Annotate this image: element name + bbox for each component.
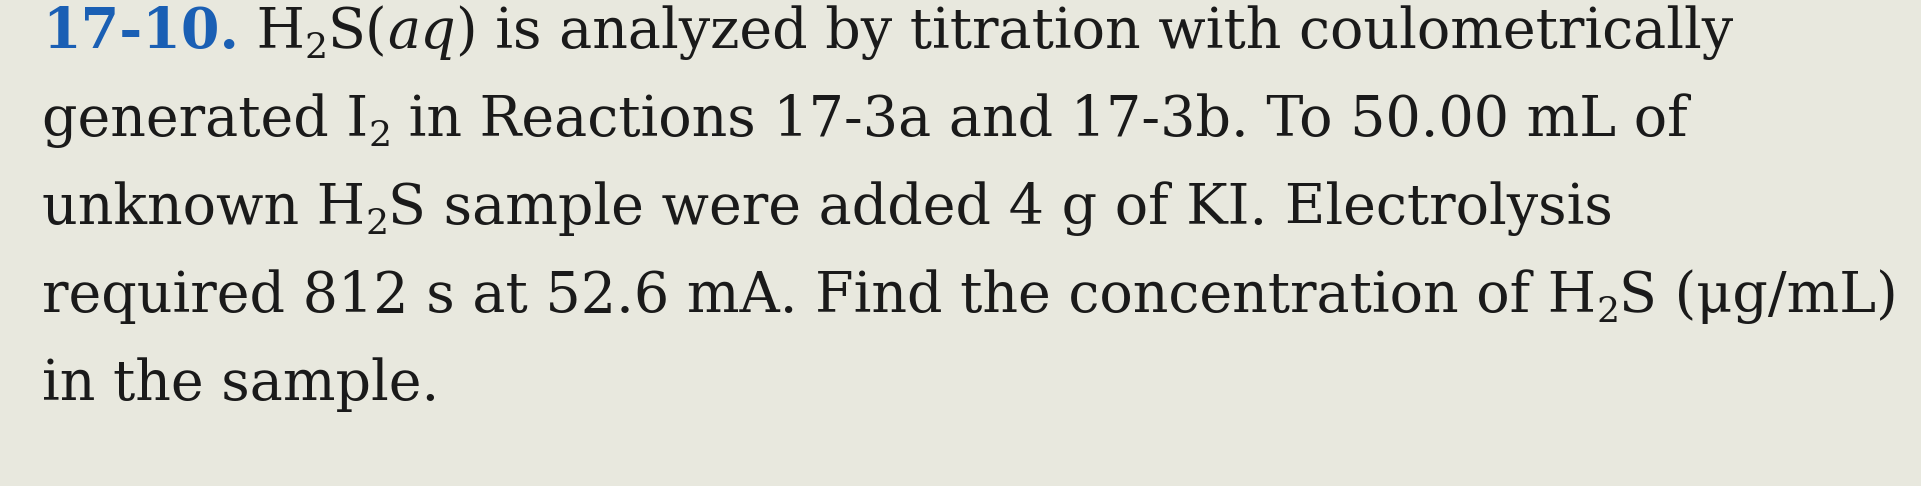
Text: in Reactions 17-3a and 17-3b. To 50.00 mL of: in Reactions 17-3a and 17-3b. To 50.00 m… — [392, 93, 1689, 148]
Text: 2: 2 — [305, 31, 328, 65]
Text: required 812 s at 52.6 mA. Find the concentration of H: required 812 s at 52.6 mA. Find the conc… — [42, 269, 1596, 324]
Text: S (μg/mL): S (μg/mL) — [1619, 269, 1898, 324]
Text: unknown H: unknown H — [42, 181, 365, 236]
Text: S(: S( — [328, 5, 388, 60]
Text: in the sample.: in the sample. — [42, 357, 440, 412]
Text: 2: 2 — [1596, 295, 1619, 329]
Text: 2: 2 — [365, 207, 388, 241]
Text: S sample were added 4 g of KI. Electrolysis: S sample were added 4 g of KI. Electroly… — [388, 181, 1614, 236]
Text: ) is analyzed by titration with coulometrically: ) is analyzed by titration with coulomet… — [455, 5, 1733, 60]
Text: 2: 2 — [369, 119, 392, 153]
Text: generated I: generated I — [42, 93, 369, 148]
Text: 17-10.: 17-10. — [42, 5, 238, 60]
Text: H: H — [238, 5, 305, 60]
Text: aq: aq — [388, 5, 455, 60]
